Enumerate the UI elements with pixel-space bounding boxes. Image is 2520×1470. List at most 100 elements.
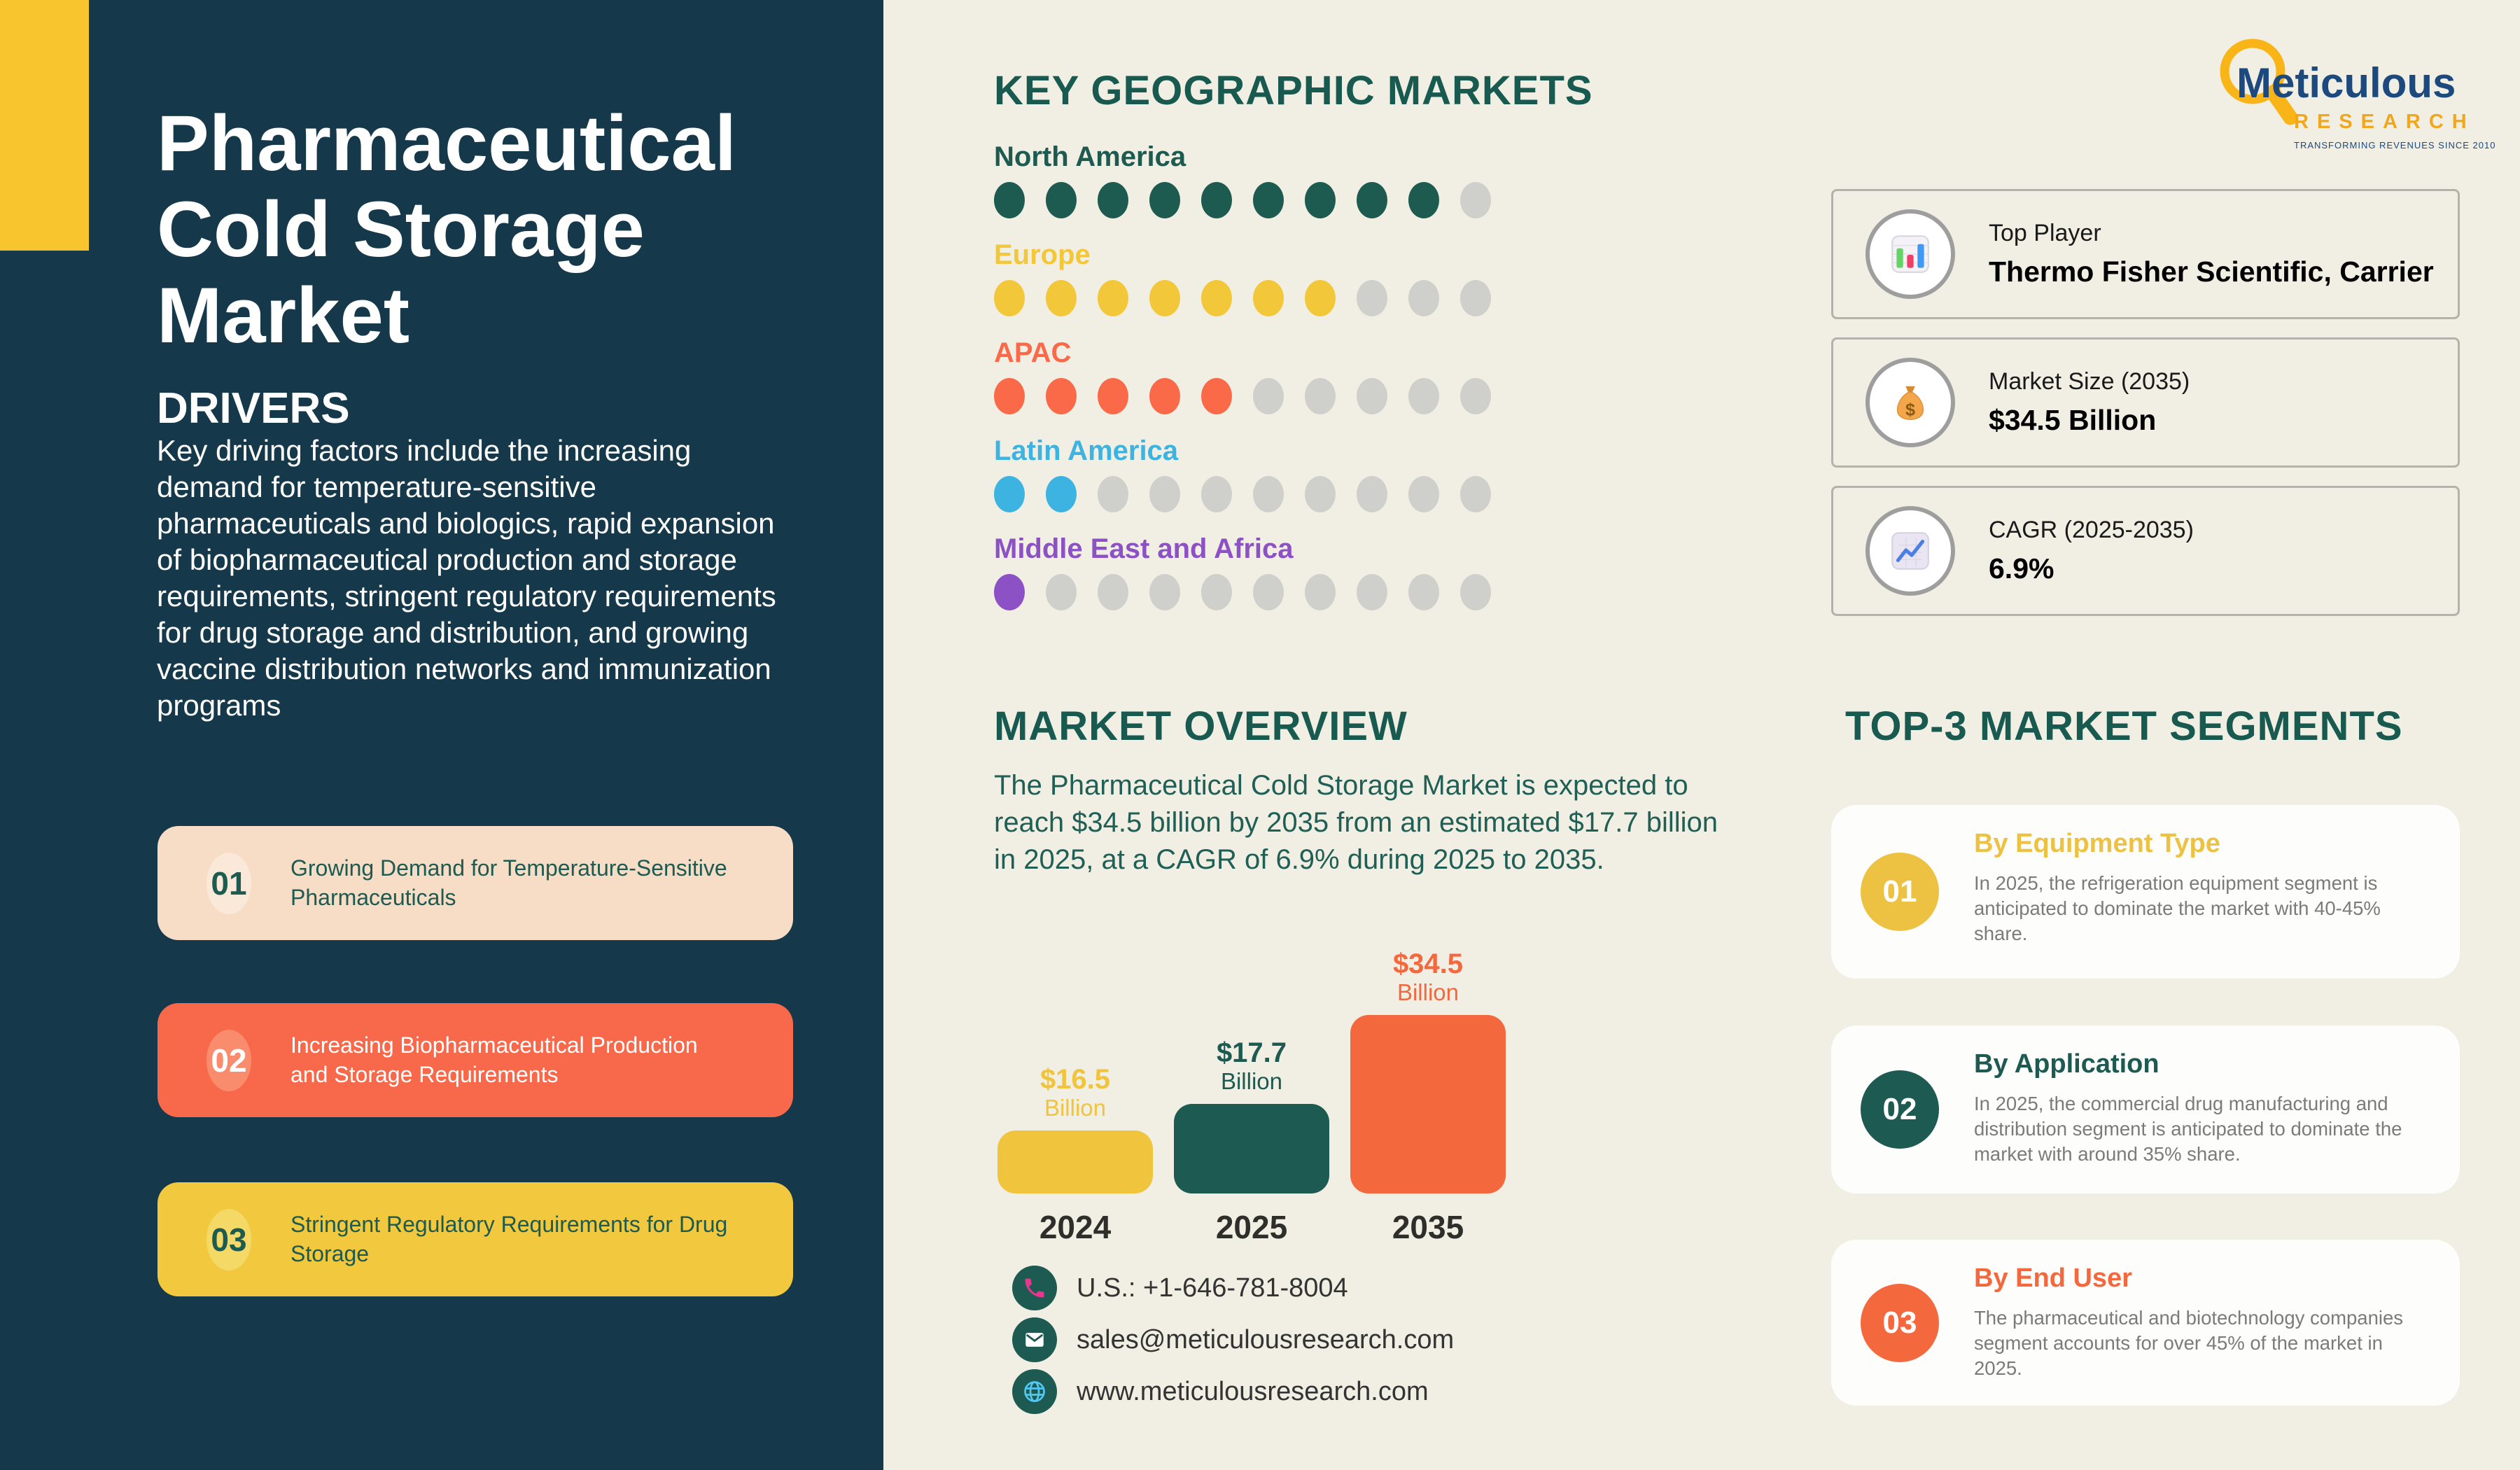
bar-group-2035: $34.5 Billion [1350,948,1506,1194]
geo-dot [1201,280,1232,316]
segment-title: By Application [1974,1049,2160,1079]
geo-dot [1098,182,1128,218]
stat-value: Thermo Fisher Scientific, Carrier [1989,255,2434,288]
geo-dot [1046,378,1077,414]
geo-dot [1149,182,1180,218]
geo-region-rows: North America Europe APAC Latin America Midd… [994,140,1512,630]
geo-dot [1201,476,1232,512]
logo-word2: RESEARCH [2294,111,2475,133]
axis-label-2035: 2035 [1392,1209,1464,1245]
geo-dot [1149,574,1180,610]
geo-dot [1357,574,1387,610]
geo-dot [994,476,1025,512]
geo-region-label: APAC [994,337,1072,368]
email-icon [1012,1317,1057,1362]
contact-row-email: sales@meticulousresearch.com [1012,1317,1454,1362]
bar-2024 [997,1130,1153,1194]
geo-dot-row [994,378,1512,414]
contact-row-phone: U.S.: +1-646-781-8004 [1012,1266,1454,1310]
geo-dot [1408,182,1439,218]
geo-dot [1305,182,1336,218]
stat-label: Market Size (2035) [1989,368,2190,395]
contact-email-text: sales@meticulousresearch.com [1077,1324,1455,1354]
overview-paragraph: The Pharmaceutical Cold Storage Market i… [994,770,1718,875]
accent-block [0,0,89,251]
geo-dot [1460,574,1491,610]
driver-number-badge: 03 [206,1208,251,1270]
magnifier-ring [2220,38,2286,104]
geo-dot [1408,280,1439,316]
geo-dot [994,182,1025,218]
segments-heading: TOP-3 MARKET SEGMENTS [1845,704,2403,749]
geo-dot [1408,476,1439,512]
driver-card-text: Stringent Regulatory Requirements for Dr… [290,1211,728,1266]
drivers-paragraph: Key driving factors include the increasi… [157,434,776,722]
geo-dot [1253,574,1284,610]
geo-region-label: North America [994,141,1186,172]
bar-chart-axis: 2024 2025 2035 [994,1208,1526,1250]
money-bag-icon: $ [1865,358,1955,447]
market-size-bar-chart: $16.5 Billion $17.7 Billion $34.5 Billio… [994,938,1526,1194]
geo-dot [1098,574,1128,610]
chart-up-icon [1865,506,1955,596]
geo-dot [1357,280,1387,316]
bar-2025 [1174,1104,1329,1194]
stat-value: 6.9% [1989,552,2054,584]
segment-title: By Equipment Type [1974,829,2220,858]
geo-region-row: APAC [994,336,1512,414]
geo-dot [1460,476,1491,512]
globe-icon [1012,1369,1057,1414]
geo-dot [1253,182,1284,218]
geo-dot [1305,574,1336,610]
geo-region-label: Latin America [994,435,1179,466]
geo-dot [1305,476,1336,512]
geo-region-row: Europe [994,238,1512,316]
geo-region-label: Middle East and Africa [994,533,1294,564]
geo-dot-row [994,476,1512,512]
segment-body-text: In 2025, the commercial drug manufacturi… [1974,1093,2402,1165]
geo-dot [1098,378,1128,414]
geo-dot [994,574,1025,610]
stat-label: CAGR (2025-2035) [1989,517,2194,543]
geo-dot [1201,182,1232,218]
geo-dot [1305,378,1336,414]
segment-body-text: The pharmaceutical and biotechnology com… [1974,1307,2404,1379]
segment-number-badge: 03 [1861,1283,1939,1362]
bar-group-2024: $16.5 Billion [997,1064,1153,1194]
geo-dot [1408,378,1439,414]
bar-value-label: $17.7 [1216,1037,1287,1068]
axis-label-2025: 2025 [1215,1209,1288,1245]
bar-unit-label: Billion [1396,979,1460,1005]
stat-label: Top Player [1989,220,2101,246]
drivers-heading: DRIVERS [157,384,350,433]
bar-unit-label: Billion [1220,1068,1283,1094]
geo-region-row: Latin America [994,434,1512,512]
geo-dot [1149,378,1180,414]
stat-value: $34.5 Billion [1989,404,2157,436]
left-sidebar: Pharmaceutical Cold Storage Market DRIVE… [0,0,883,1470]
driver-number-badge: 01 [206,852,251,914]
bar-value-label: $16.5 [1040,1063,1111,1095]
geo-dot-row [994,182,1512,218]
geo-dot [1201,378,1232,414]
geo-region-row: Middle East and Africa [994,532,1512,610]
segment-card-equipment-type: 01 By Equipment Type In 2025, the refrig… [1831,805,2460,979]
geo-dot [1149,280,1180,316]
geo-dot [1253,476,1284,512]
magnifier-handle [2265,85,2298,125]
stat-card-market-size: $ Market Size (2035) $34.5 Billion [1831,337,2460,468]
geo-dot [994,280,1025,316]
geo-dot [994,378,1025,414]
geo-dot [1460,378,1491,414]
geo-dot [1357,476,1387,512]
contact-website-text: www.meticulousresearch.com [1077,1376,1429,1406]
contact-row-website: www.meticulousresearch.com [1012,1369,1454,1414]
geo-dot [1408,574,1439,610]
contact-block: U.S.: +1-646-781-8004 sales@meticulousre… [1012,1266,1454,1421]
axis-label-2024: 2024 [1039,1209,1112,1245]
geo-dot [1098,280,1128,316]
driver-card-text: Growing Demand for Temperature-Sensitive… [290,855,727,910]
driver-number-badge: 02 [206,1029,251,1091]
geo-dot [1046,476,1077,512]
driver-card-3: 03 Stringent Regulatory Requirements for… [158,1182,793,1296]
